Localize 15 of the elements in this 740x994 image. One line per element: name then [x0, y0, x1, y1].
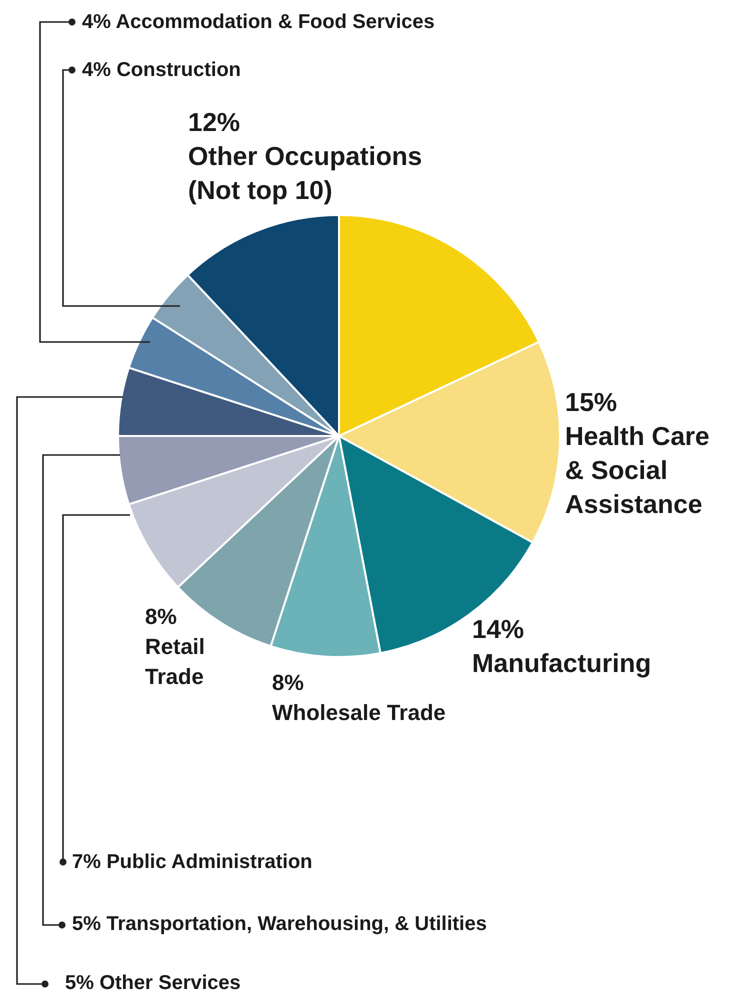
slice-label: 7% Public Administration [72, 850, 312, 874]
slice-label: Health Care & Social Assistance [565, 420, 710, 521]
slice-label: Other Occupations (Not top 10) [188, 140, 424, 207]
slice-label: 4% Construction [82, 58, 241, 82]
data-label: 8% [272, 670, 304, 695]
slice-label: 5% Other Services [65, 971, 241, 994]
data-label: 14% [472, 613, 526, 646]
data-label: 12% [188, 106, 242, 139]
slice-label: Wholesale Trade [272, 699, 447, 727]
slice-label: 4% Accommodation & Food Services [82, 10, 435, 34]
slice-label: 5% Transportation, Warehousing, & Utilities [72, 912, 487, 936]
slice-label: Retail Trade [145, 633, 206, 691]
data-label: 8% [145, 603, 178, 631]
data-label: 15% [565, 386, 618, 419]
slice-label: Manufacturing [472, 647, 652, 680]
